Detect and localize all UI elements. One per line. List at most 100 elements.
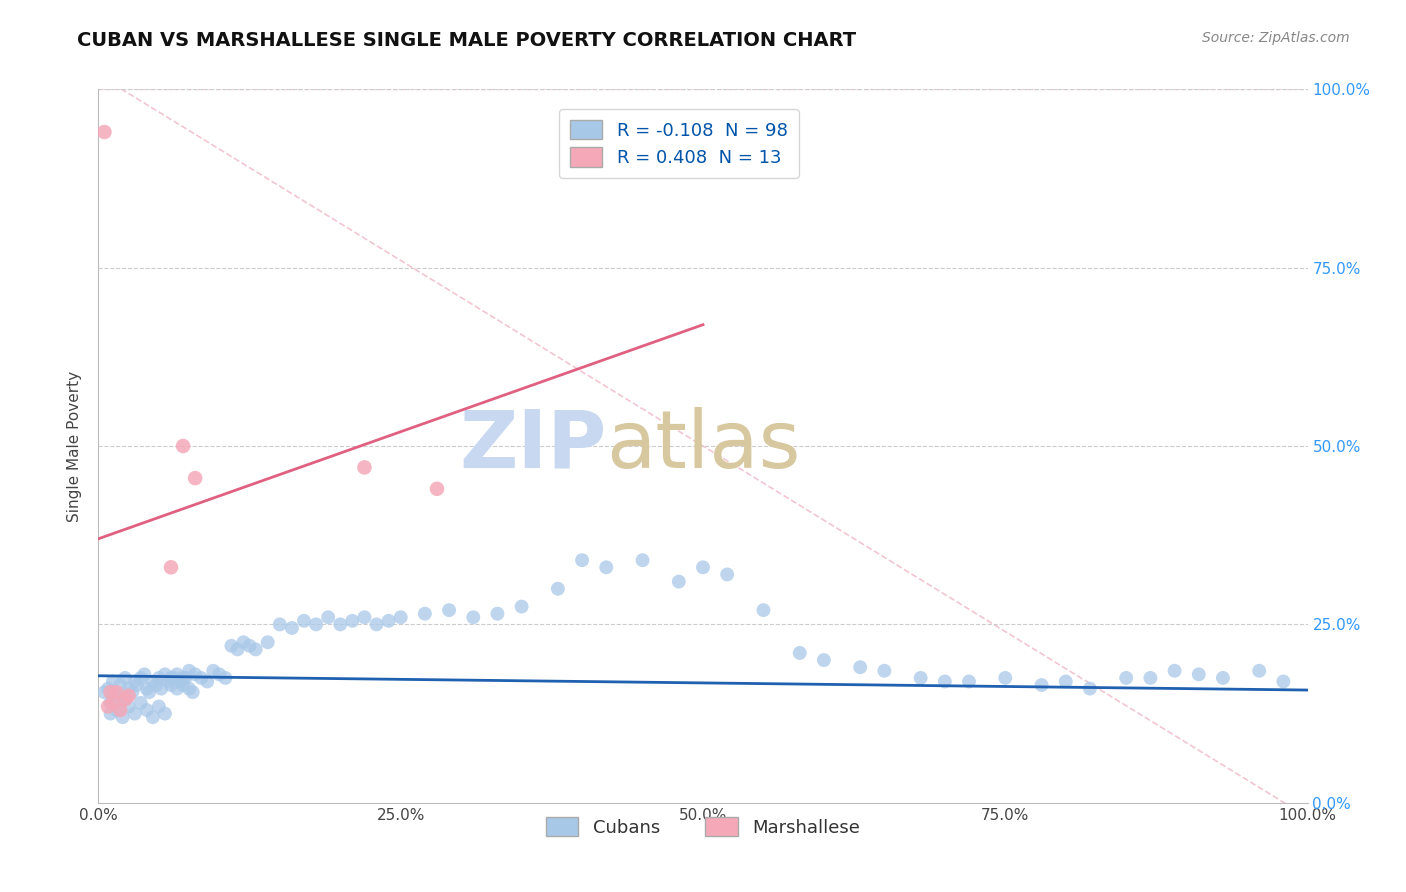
Point — [256, 635, 278, 649]
Point — [426, 482, 449, 496]
Point — [97, 699, 120, 714]
Point — [437, 603, 460, 617]
Point — [111, 692, 134, 706]
Point — [135, 681, 157, 696]
Point — [174, 671, 197, 685]
Point — [142, 710, 165, 724]
Point — [150, 681, 173, 696]
Point — [127, 678, 149, 692]
Point — [184, 667, 207, 681]
Point — [181, 685, 204, 699]
Point — [100, 685, 122, 699]
Point — [226, 642, 249, 657]
Point — [377, 614, 399, 628]
Point — [1139, 671, 1161, 685]
Point — [752, 603, 775, 617]
Point — [121, 685, 143, 699]
Point — [184, 471, 207, 485]
Point — [245, 642, 267, 657]
Point — [316, 610, 339, 624]
Point — [873, 664, 896, 678]
Point — [166, 681, 188, 696]
Point — [172, 678, 194, 692]
Point — [214, 671, 236, 685]
Point — [162, 671, 184, 685]
Point — [849, 660, 872, 674]
Point — [716, 567, 738, 582]
Y-axis label: Single Male Poverty: Single Male Poverty — [67, 370, 83, 522]
Point — [105, 689, 128, 703]
Point — [202, 664, 225, 678]
Point — [160, 671, 183, 685]
Point — [1272, 674, 1295, 689]
Point — [353, 460, 375, 475]
Point — [1249, 664, 1271, 678]
Point — [124, 674, 146, 689]
Point — [169, 674, 191, 689]
Point — [366, 617, 388, 632]
Point — [172, 439, 194, 453]
Point — [571, 553, 593, 567]
Point — [179, 664, 201, 678]
Point — [134, 667, 156, 681]
Point — [463, 610, 485, 624]
Point — [166, 667, 188, 681]
Point — [93, 125, 115, 139]
Point — [329, 617, 352, 632]
Point — [111, 710, 134, 724]
Point — [148, 699, 170, 714]
Point — [221, 639, 243, 653]
Point — [157, 674, 180, 689]
Text: ZIP: ZIP — [458, 407, 606, 485]
Point — [138, 685, 160, 699]
Point — [142, 674, 165, 689]
Point — [148, 671, 170, 685]
Point — [100, 706, 122, 721]
Point — [108, 703, 131, 717]
Point — [342, 614, 364, 628]
Point — [105, 685, 128, 699]
Point — [105, 703, 128, 717]
Point — [101, 696, 124, 710]
Point — [135, 703, 157, 717]
Point — [232, 635, 254, 649]
Point — [118, 681, 141, 696]
Point — [595, 560, 617, 574]
Point — [1078, 681, 1101, 696]
Point — [269, 617, 291, 632]
Point — [108, 678, 131, 692]
Point — [292, 614, 315, 628]
Point — [813, 653, 835, 667]
Point — [994, 671, 1017, 685]
Point — [208, 667, 231, 681]
Point — [934, 674, 956, 689]
Point — [172, 671, 194, 685]
Point — [190, 671, 212, 685]
Point — [510, 599, 533, 614]
Point — [389, 610, 412, 624]
Point — [97, 681, 120, 696]
Point — [195, 674, 218, 689]
Point — [1188, 667, 1211, 681]
Point — [153, 706, 176, 721]
Point — [239, 639, 262, 653]
Point — [789, 646, 811, 660]
Point — [910, 671, 932, 685]
Point — [353, 610, 375, 624]
Point — [1054, 674, 1077, 689]
Point — [281, 621, 304, 635]
Point — [114, 692, 136, 706]
Point — [179, 681, 201, 696]
Point — [129, 696, 152, 710]
Point — [160, 560, 183, 574]
Point — [1212, 671, 1234, 685]
Point — [1115, 671, 1137, 685]
Point — [547, 582, 569, 596]
Point — [114, 671, 136, 685]
Point — [124, 706, 146, 721]
Point — [486, 607, 509, 621]
Text: Source: ZipAtlas.com: Source: ZipAtlas.com — [1202, 31, 1350, 45]
Point — [101, 674, 124, 689]
Point — [692, 560, 714, 574]
Text: atlas: atlas — [606, 407, 800, 485]
